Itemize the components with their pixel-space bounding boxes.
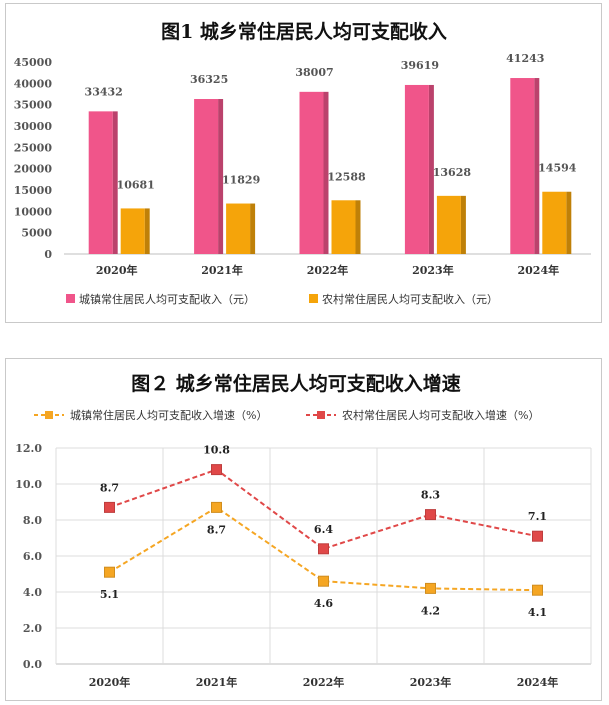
chart2-point-marker: [318, 575, 329, 587]
chart2-title: 图２ 城乡常住居民人均可支配收入增速: [131, 372, 461, 395]
chart2-data-label: 5.1: [100, 588, 119, 601]
chart2-data-label: 6.4: [314, 523, 333, 536]
income-bar-chart-panel: 图1 城乡常住居民人均可支配收入 0 5000 10000 15000 20000 250…: [5, 3, 602, 323]
chart2-y-tick-label: 10.0: [15, 478, 42, 491]
chart2-y-tick-label: 4.0: [23, 586, 42, 599]
chart1-bar-side: [144, 208, 150, 254]
chart2-point-marker: [211, 464, 222, 476]
chart1-y-tick-label: 35000: [14, 99, 53, 112]
chart1-data-label: 39619: [401, 59, 439, 72]
chart2-y-tick-label: 12.0: [15, 442, 42, 455]
chart2-legend-label: 农村常住居民人均可支配收入增速（%）: [342, 408, 539, 422]
chart1-x-tick-label: 2024年: [517, 263, 559, 277]
chart1-bar-side: [460, 195, 466, 254]
chart2-x-tick-label: 2020年: [89, 675, 131, 689]
chart2-series-line: [109, 468, 538, 550]
chart1-data-label: 14594: [538, 162, 577, 175]
chart2-y-tick-label: 2.0: [23, 622, 42, 635]
chart1-legend-swatch: [66, 294, 75, 303]
chart2-x-tick-label: 2022年: [303, 675, 345, 689]
chart2-data-label: 8.7: [207, 523, 226, 536]
chart1-data-label: 36325: [190, 73, 228, 86]
chart2-data-label: 8.7: [100, 481, 119, 494]
chart1-x-tick-label: 2023年: [412, 263, 454, 277]
chart1-data-label: 12588: [327, 170, 366, 183]
chart2-data-label: 4.2: [421, 604, 440, 617]
chart2-x-tick-label: 2021年: [196, 675, 238, 689]
chart1-bar-side: [323, 91, 329, 255]
chart1-bar-side: [566, 191, 572, 254]
chart1-bar: [436, 195, 461, 254]
chart1-bar-side: [218, 99, 224, 254]
chart1-bar: [194, 99, 219, 254]
chart2-legend-marker: [317, 411, 325, 419]
chart1-bar-side: [250, 203, 256, 254]
chart1-bar-side: [534, 78, 540, 254]
chart2-y-tick-label: 6.0: [23, 550, 42, 563]
chart1-y-tick-label: 10000: [14, 205, 53, 218]
chart1-bar-side: [355, 200, 361, 254]
chart1-bar: [404, 84, 429, 255]
chart2-point-marker: [104, 501, 115, 513]
chart2-x-tick-label: 2023年: [410, 675, 452, 689]
chart2-point-marker: [425, 582, 436, 594]
chart2-point-marker: [318, 543, 329, 555]
chart2-point-marker: [104, 566, 115, 578]
growth-line-chart: 图２ 城乡常住居民人均可支配收入增速 0.0 2.0 4.0 6.0 8.0 10.0 12…: [15, 372, 592, 689]
chart2-data-label: 4.1: [528, 606, 547, 619]
chart1-y-tick-label: 30000: [14, 120, 53, 133]
chart1-legend-label: 城镇常住居民人均可支配收入（元）: [79, 292, 255, 306]
chart2-data-label: 8.3: [421, 489, 440, 502]
chart1-bar: [331, 200, 356, 254]
chart2-legend-label: 城镇常住居民人均可支配收入增速（%）: [70, 408, 267, 422]
chart1-bar: [510, 78, 535, 254]
chart1-x-tick-label: 2020年: [96, 263, 138, 277]
chart2-y-tick-label: 0.0: [23, 658, 42, 671]
chart1-y-tick-label: 25000: [14, 141, 53, 154]
chart1-legend-swatch: [309, 294, 318, 303]
chart1-data-label: 13628: [433, 166, 472, 179]
chart2-point-marker: [532, 584, 543, 596]
chart2-series-line: [108, 506, 538, 592]
chart1-data-label: 38007: [295, 66, 333, 79]
chart2-legend-marker: [45, 411, 53, 419]
chart2-point-marker: [211, 501, 222, 513]
chart1-y-tick-label: 40000: [14, 77, 53, 90]
chart1-data-label: 10681: [117, 178, 155, 191]
chart2-data-label: 7.1: [528, 510, 547, 523]
chart1-y-tick-label: 20000: [14, 163, 53, 176]
chart1-bar-side: [112, 111, 118, 254]
growth-line-chart-panel: 图２ 城乡常住居民人均可支配收入增速 0.0 2.0 4.0 6.0 8.0 10.0 12…: [5, 358, 602, 701]
chart1-bar-side: [428, 84, 434, 255]
chart1-bar: [542, 191, 567, 254]
chart1-bar: [299, 91, 324, 255]
chart2-y-tick-label: 8.0: [23, 514, 42, 527]
chart1-x-tick-label: 2022年: [307, 263, 349, 277]
chart1-data-label: 41243: [506, 52, 544, 65]
income-bar-chart: 图1 城乡常住居民人均可支配收入 0 5000 10000 15000 20000 250…: [14, 20, 591, 306]
chart1-bar: [226, 203, 251, 254]
chart1-data-label: 11829: [222, 174, 260, 187]
chart1-y-tick-label: 45000: [14, 56, 53, 69]
chart1-y-tick-label: 5000: [21, 227, 52, 240]
chart1-bar: [120, 208, 145, 254]
chart1-data-label: 33432: [85, 85, 123, 98]
chart1-y-tick-label: 15000: [14, 184, 53, 197]
chart1-legend-label: 农村常住居民人均可支配收入（元）: [322, 292, 498, 306]
chart2-data-label: 10.8: [203, 444, 230, 457]
chart2-point-marker: [425, 509, 436, 521]
chart2-x-tick-label: 2024年: [517, 675, 559, 689]
chart1-y-tick-label: 0: [44, 248, 52, 261]
chart1-title: 图1 城乡常住居民人均可支配收入: [161, 20, 447, 43]
chart2-data-label: 4.6: [314, 597, 333, 610]
chart2-point-marker: [532, 530, 543, 542]
chart1-bar: [88, 111, 113, 254]
chart1-x-tick-label: 2021年: [201, 263, 243, 277]
